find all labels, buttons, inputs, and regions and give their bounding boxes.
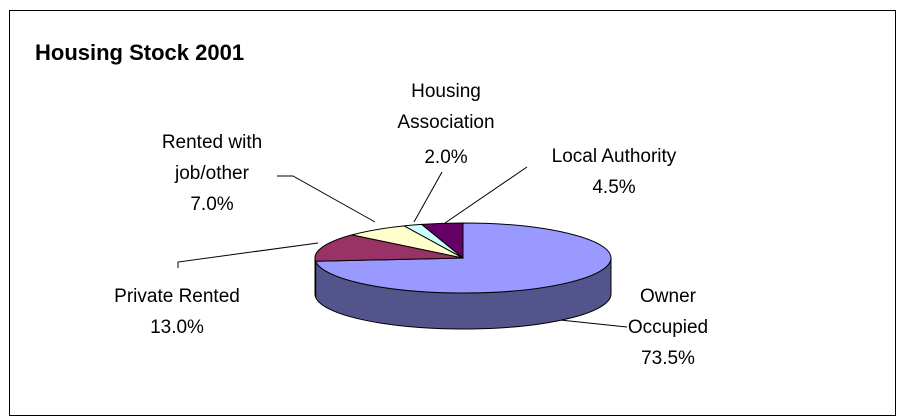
slice-label: Private Rented: [114, 286, 240, 307]
slice-label: Rented with job/other: [162, 132, 262, 184]
leader-line: [277, 175, 376, 223]
label-line: Private Rented: [114, 286, 240, 307]
label-line: Local Authority: [552, 146, 677, 167]
label-line: Rented with: [162, 132, 262, 153]
slice: [420, 222, 464, 260]
leader-line: [559, 319, 628, 328]
slice: [314, 234, 464, 262]
chart-title: Housing Stock 2001: [35, 40, 244, 65]
leader-lines: [177, 166, 628, 328]
value-label: 13.0%: [150, 317, 204, 338]
slice-label: Local Authority: [552, 146, 677, 167]
label-line: Association: [397, 112, 494, 133]
label-line: job/other: [174, 163, 250, 184]
leader-line: [413, 171, 443, 223]
value-label: 2.0%: [424, 147, 467, 168]
slice-label: Housing Association: [397, 81, 494, 133]
chart-frame: [9, 10, 896, 416]
slice-label: Owner Occupied: [628, 286, 708, 338]
label-line: Owner: [640, 286, 697, 307]
leader-line: [177, 242, 319, 268]
label-line: Housing: [411, 81, 481, 102]
label-line: Occupied: [628, 317, 708, 338]
value-label: 4.5%: [592, 177, 635, 198]
slice-side: [314, 257, 317, 298]
value-label: 7.0%: [190, 194, 233, 215]
value-label: 73.5%: [641, 348, 695, 369]
leader-line: [444, 166, 528, 224]
